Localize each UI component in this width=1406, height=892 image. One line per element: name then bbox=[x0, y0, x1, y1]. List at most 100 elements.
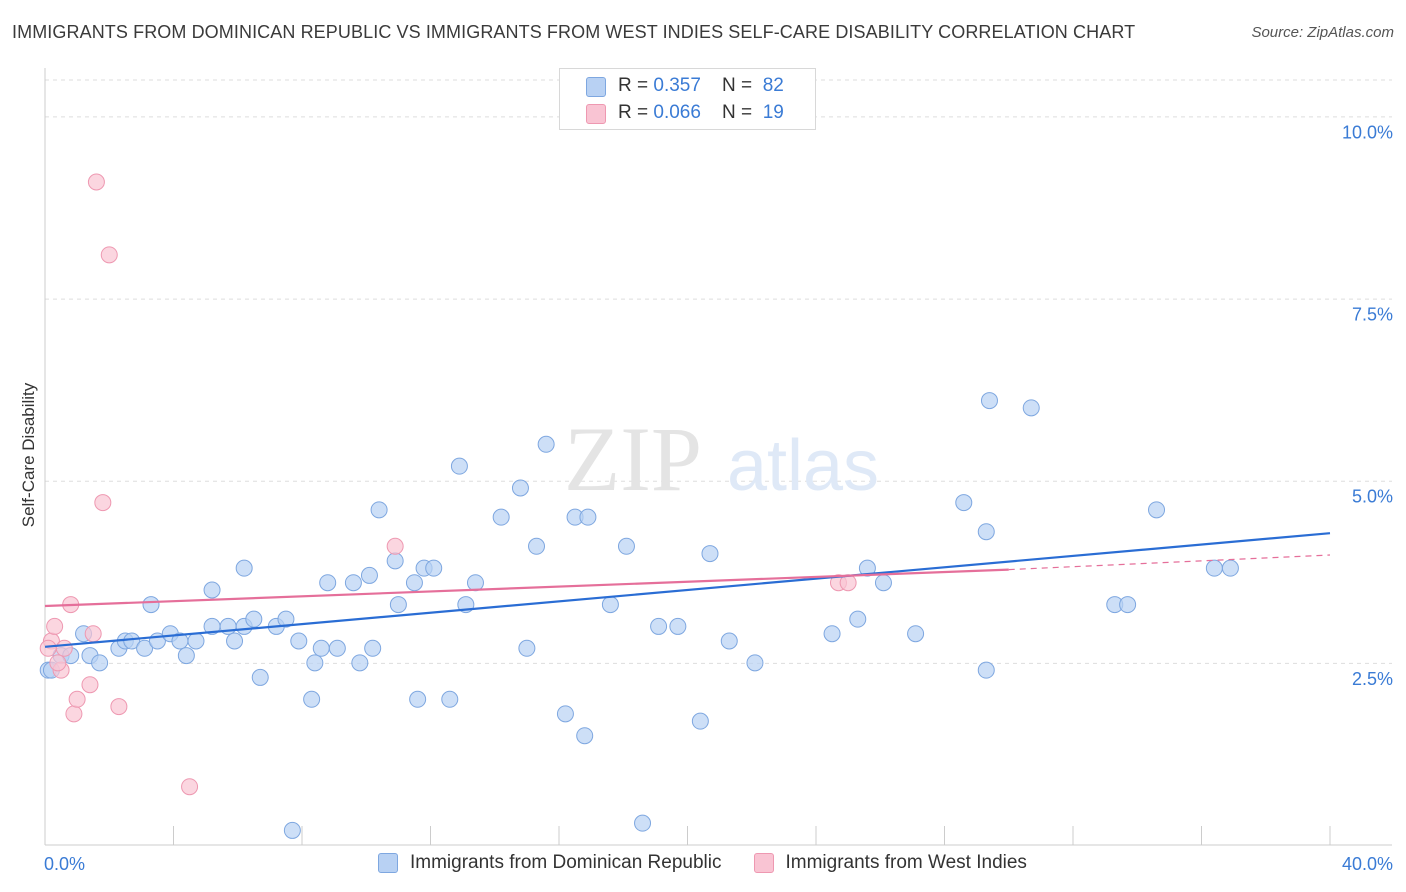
point-west-indies bbox=[87, 173, 105, 191]
point-dominican bbox=[235, 559, 253, 577]
legend-n-label: N = bbox=[722, 75, 758, 96]
point-dominican bbox=[849, 610, 867, 628]
point-west-indies bbox=[49, 654, 67, 672]
point-dominican bbox=[977, 523, 995, 541]
legend-r-label: R = bbox=[618, 102, 654, 123]
y-tick-label: 2.5% bbox=[1352, 669, 1393, 689]
point-dominican bbox=[441, 690, 459, 708]
point-dominican bbox=[528, 537, 546, 555]
point-west-indies bbox=[39, 639, 57, 657]
point-dominican bbox=[511, 479, 529, 497]
point-dominican bbox=[328, 639, 346, 657]
point-dominican bbox=[364, 639, 382, 657]
legend-label-west-indies: Immigrants from West Indies bbox=[785, 852, 1027, 873]
point-dominican bbox=[1119, 596, 1137, 614]
point-dominican bbox=[226, 632, 244, 650]
legend-r-value: 0.357 bbox=[653, 75, 701, 96]
point-dominican bbox=[556, 705, 574, 723]
point-west-indies bbox=[110, 698, 128, 716]
stats-legend: R = 0.357 N = 82 R = 0.066 N = 19 bbox=[559, 68, 816, 130]
legend-item-dominican: Immigrants from Dominican Republic bbox=[378, 852, 722, 874]
point-dominican bbox=[344, 574, 362, 592]
point-dominican bbox=[650, 617, 668, 635]
point-west-indies bbox=[46, 617, 64, 635]
point-dominican bbox=[450, 457, 468, 475]
point-dominican bbox=[312, 639, 330, 657]
x-tick-label: 0.0% bbox=[44, 854, 85, 874]
point-dominican bbox=[980, 392, 998, 410]
point-dominican bbox=[955, 494, 973, 512]
point-dominican bbox=[537, 435, 555, 453]
trend-lines bbox=[44, 532, 1331, 648]
trend-line-dominican bbox=[44, 532, 1331, 648]
point-dominican bbox=[907, 625, 925, 643]
point-dominican bbox=[576, 727, 594, 745]
data-points bbox=[39, 173, 1239, 839]
point-dominican bbox=[91, 654, 109, 672]
point-dominican bbox=[306, 654, 324, 672]
point-dominican bbox=[177, 647, 195, 665]
legend-swatch-pink bbox=[586, 104, 606, 124]
point-dominican bbox=[409, 690, 427, 708]
point-dominican bbox=[634, 814, 652, 832]
y-tick-label: 7.5% bbox=[1352, 305, 1393, 325]
point-dominican bbox=[1148, 501, 1166, 519]
point-dominican bbox=[691, 712, 709, 730]
y-axis-label: Self-Care Disability bbox=[19, 382, 38, 527]
point-dominican bbox=[389, 596, 407, 614]
watermark-atlas: atlas bbox=[727, 426, 879, 506]
legend-r-value: 0.066 bbox=[653, 102, 701, 123]
point-dominican bbox=[617, 537, 635, 555]
point-dominican bbox=[123, 632, 141, 650]
source-label: Source: ZipAtlas.com bbox=[1251, 24, 1394, 41]
point-dominican bbox=[370, 501, 388, 519]
trend-line-west-indies-extension bbox=[1008, 554, 1331, 571]
legend-n-value: 82 bbox=[762, 75, 784, 96]
point-west-indies bbox=[65, 705, 83, 723]
point-dominican bbox=[746, 654, 764, 672]
point-dominican bbox=[1022, 399, 1040, 417]
legend-n-value: 19 bbox=[762, 102, 784, 123]
point-dominican bbox=[319, 574, 337, 592]
y-tick-label: 10.0% bbox=[1342, 122, 1393, 142]
point-dominican bbox=[874, 574, 892, 592]
point-dominican bbox=[518, 639, 536, 657]
point-dominican bbox=[601, 596, 619, 614]
point-dominican bbox=[277, 610, 295, 628]
legend-item-west-indies: Immigrants from West Indies bbox=[753, 852, 1027, 874]
x-tick-label: 40.0% bbox=[1342, 854, 1393, 874]
point-west-indies bbox=[55, 639, 73, 657]
point-dominican bbox=[142, 596, 160, 614]
point-dominican bbox=[405, 574, 423, 592]
legend-swatch-pink bbox=[753, 853, 774, 873]
trend-line-west-indies bbox=[44, 568, 1009, 608]
point-dominican bbox=[251, 668, 269, 686]
point-dominican bbox=[425, 559, 443, 577]
point-dominican bbox=[466, 574, 484, 592]
y-tick-labels: 2.5% 5.0% 7.5% 10.0% bbox=[1342, 122, 1393, 688]
point-west-indies bbox=[181, 778, 199, 796]
point-dominican bbox=[669, 617, 687, 635]
point-dominican bbox=[823, 625, 841, 643]
point-west-indies bbox=[100, 246, 118, 264]
point-dominican bbox=[360, 566, 378, 584]
point-west-indies bbox=[81, 676, 99, 694]
series-legend: Immigrants from Dominican Republic Immig… bbox=[378, 852, 1059, 874]
point-dominican bbox=[351, 654, 369, 672]
point-dominican bbox=[579, 508, 597, 526]
legend-r-label: R = bbox=[618, 75, 654, 96]
point-dominican bbox=[303, 690, 321, 708]
point-west-indies bbox=[84, 625, 102, 643]
legend-row-dominican: R = 0.357 N = 82 bbox=[586, 75, 784, 97]
y-tick-label: 5.0% bbox=[1352, 487, 1393, 507]
point-west-indies bbox=[386, 537, 404, 555]
point-dominican bbox=[1221, 559, 1239, 577]
point-dominican bbox=[386, 552, 404, 570]
point-dominican bbox=[136, 639, 154, 657]
legend-row-west-indies: R = 0.066 N = 19 bbox=[586, 102, 784, 124]
legend-swatch-blue bbox=[378, 853, 398, 873]
point-dominican bbox=[245, 610, 263, 628]
legend-label-dominican: Immigrants from Dominican Republic bbox=[410, 852, 722, 873]
point-dominican bbox=[720, 632, 738, 650]
